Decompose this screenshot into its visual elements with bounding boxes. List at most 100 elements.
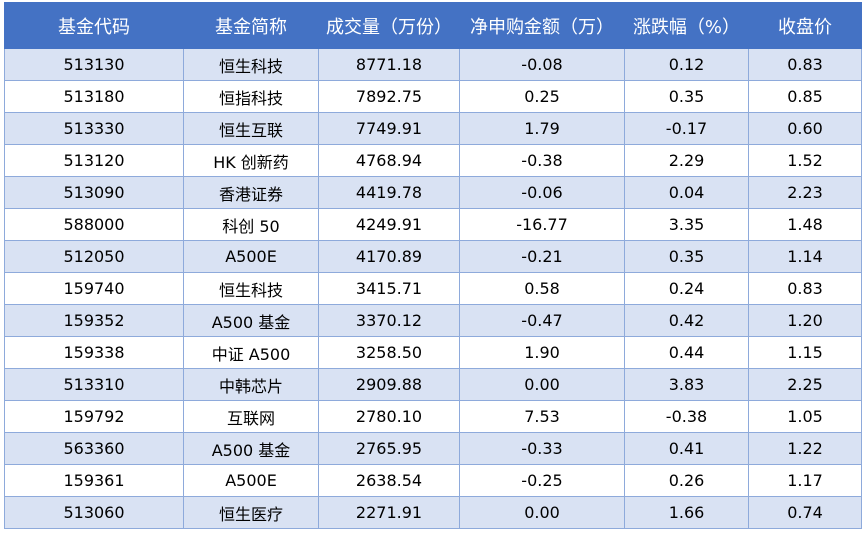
cell-fund-code: 159792 <box>4 400 184 433</box>
cell-fund-name: 恒生科技 <box>183 48 319 81</box>
cell-close-price: 1.15 <box>748 336 862 369</box>
header-fund-name: 基金简称 <box>183 2 319 49</box>
cell-change-percent: 0.35 <box>624 240 749 273</box>
cell-fund-code: 513120 <box>4 144 184 177</box>
cell-fund-code: 513330 <box>4 112 184 145</box>
cell-close-price: 0.83 <box>748 272 862 305</box>
cell-close-price: 0.60 <box>748 112 862 145</box>
table-row: 513120 HK 创新药 4768.94 -0.38 2.29 1.52 <box>4 144 862 177</box>
cell-net-subscription: 0.58 <box>459 272 625 305</box>
cell-net-subscription: -0.06 <box>459 176 625 209</box>
cell-net-subscription: 0.25 <box>459 80 625 113</box>
cell-change-percent: 0.24 <box>624 272 749 305</box>
cell-change-percent: 0.44 <box>624 336 749 369</box>
cell-close-price: 1.22 <box>748 432 862 465</box>
cell-change-percent: 0.41 <box>624 432 749 465</box>
cell-volume: 4419.78 <box>318 176 460 209</box>
table-row: 588000 科创 50 4249.91 -16.77 3.35 1.48 <box>4 208 862 241</box>
table-row: 513330 恒生互联 7749.91 1.79 -0.17 0.60 <box>4 112 862 145</box>
cell-volume: 3415.71 <box>318 272 460 305</box>
table-row: 513130 恒生科技 8771.18 -0.08 0.12 0.83 <box>4 48 862 81</box>
table-body: 513130 恒生科技 8771.18 -0.08 0.12 0.83 5131… <box>4 48 862 529</box>
cell-net-subscription: 1.79 <box>459 112 625 145</box>
table-row: 513090 香港证券 4419.78 -0.06 0.04 2.23 <box>4 176 862 209</box>
header-volume: 成交量（万份） <box>318 2 460 49</box>
table-row: 513180 恒指科技 7892.75 0.25 0.35 0.85 <box>4 80 862 113</box>
table-header: 基金代码 基金简称 成交量（万份） 净申购金额（万） 涨跌幅（%） 收盘价 <box>4 2 862 49</box>
table-row: 159361 A500E 2638.54 -0.25 0.26 1.17 <box>4 464 862 497</box>
table-row: 563360 A500 基金 2765.95 -0.33 0.41 1.22 <box>4 432 862 465</box>
cell-fund-code: 513130 <box>4 48 184 81</box>
cell-volume: 2271.91 <box>318 496 460 529</box>
cell-volume: 2909.88 <box>318 368 460 401</box>
cell-volume: 2638.54 <box>318 464 460 497</box>
cell-net-subscription: 0.00 <box>459 496 625 529</box>
header-fund-code: 基金代码 <box>4 2 184 49</box>
table-row: 159792 互联网 2780.10 7.53 -0.38 1.05 <box>4 400 862 433</box>
cell-fund-code: 513310 <box>4 368 184 401</box>
cell-change-percent: 2.29 <box>624 144 749 177</box>
cell-fund-code: 513180 <box>4 80 184 113</box>
cell-net-subscription: -0.08 <box>459 48 625 81</box>
cell-fund-name: A500 基金 <box>183 304 319 337</box>
cell-fund-name: HK 创新药 <box>183 144 319 177</box>
cell-change-percent: 3.35 <box>624 208 749 241</box>
cell-fund-name: A500 基金 <box>183 432 319 465</box>
fund-table-container: 基金代码 基金简称 成交量（万份） 净申购金额（万） 涨跌幅（%） 收盘价 51… <box>4 2 862 529</box>
cell-volume: 7892.75 <box>318 80 460 113</box>
cell-net-subscription: -0.21 <box>459 240 625 273</box>
cell-net-subscription: 7.53 <box>459 400 625 433</box>
cell-net-subscription: -0.38 <box>459 144 625 177</box>
cell-change-percent: 3.83 <box>624 368 749 401</box>
cell-close-price: 0.83 <box>748 48 862 81</box>
cell-fund-code: 513060 <box>4 496 184 529</box>
cell-change-percent: -0.17 <box>624 112 749 145</box>
cell-fund-name: 香港证券 <box>183 176 319 209</box>
table-row: 159740 恒生科技 3415.71 0.58 0.24 0.83 <box>4 272 862 305</box>
cell-volume: 4170.89 <box>318 240 460 273</box>
cell-fund-name: 互联网 <box>183 400 319 433</box>
cell-close-price: 1.17 <box>748 464 862 497</box>
cell-close-price: 2.25 <box>748 368 862 401</box>
cell-net-subscription: -16.77 <box>459 208 625 241</box>
cell-net-subscription: -0.47 <box>459 304 625 337</box>
cell-volume: 3370.12 <box>318 304 460 337</box>
cell-change-percent: 1.66 <box>624 496 749 529</box>
cell-fund-code: 159352 <box>4 304 184 337</box>
cell-change-percent: 0.42 <box>624 304 749 337</box>
cell-fund-code: 512050 <box>4 240 184 273</box>
cell-change-percent: -0.38 <box>624 400 749 433</box>
cell-close-price: 0.74 <box>748 496 862 529</box>
cell-fund-name: A500E <box>183 464 319 497</box>
cell-volume: 2780.10 <box>318 400 460 433</box>
cell-close-price: 1.14 <box>748 240 862 273</box>
cell-fund-name: 恒指科技 <box>183 80 319 113</box>
cell-close-price: 1.48 <box>748 208 862 241</box>
cell-fund-name: 恒生医疗 <box>183 496 319 529</box>
cell-fund-code: 159338 <box>4 336 184 369</box>
cell-fund-code: 513090 <box>4 176 184 209</box>
table-row: 512050 A500E 4170.89 -0.21 0.35 1.14 <box>4 240 862 273</box>
header-row: 基金代码 基金简称 成交量（万份） 净申购金额（万） 涨跌幅（%） 收盘价 <box>4 2 862 49</box>
header-close-price: 收盘价 <box>748 2 862 49</box>
cell-close-price: 1.20 <box>748 304 862 337</box>
cell-change-percent: 0.35 <box>624 80 749 113</box>
cell-close-price: 1.05 <box>748 400 862 433</box>
cell-volume: 8771.18 <box>318 48 460 81</box>
cell-fund-code: 159361 <box>4 464 184 497</box>
table-row: 159352 A500 基金 3370.12 -0.47 0.42 1.20 <box>4 304 862 337</box>
cell-fund-name: 中证 A500 <box>183 336 319 369</box>
table-row: 513310 中韩芯片 2909.88 0.00 3.83 2.25 <box>4 368 862 401</box>
cell-volume: 7749.91 <box>318 112 460 145</box>
cell-fund-code: 159740 <box>4 272 184 305</box>
cell-fund-name: 中韩芯片 <box>183 368 319 401</box>
cell-close-price: 2.23 <box>748 176 862 209</box>
table-row: 159338 中证 A500 3258.50 1.90 0.44 1.15 <box>4 336 862 369</box>
cell-fund-code: 563360 <box>4 432 184 465</box>
cell-net-subscription: 1.90 <box>459 336 625 369</box>
cell-fund-code: 588000 <box>4 208 184 241</box>
cell-fund-name: 科创 50 <box>183 208 319 241</box>
cell-change-percent: 0.26 <box>624 464 749 497</box>
cell-fund-name: A500E <box>183 240 319 273</box>
cell-volume: 3258.50 <box>318 336 460 369</box>
